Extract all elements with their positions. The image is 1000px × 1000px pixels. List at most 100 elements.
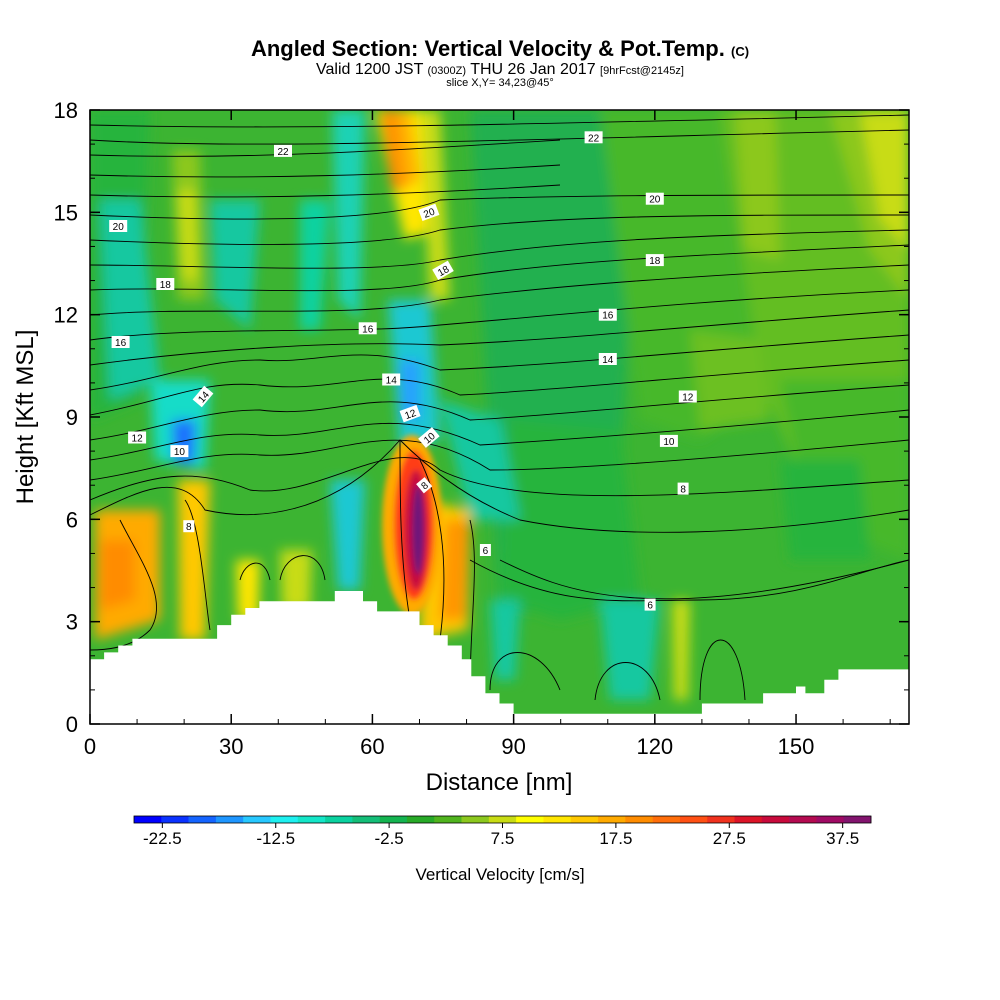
x-axis: 0 30 60 90 120 150 bbox=[84, 110, 891, 759]
contour-label-box bbox=[274, 144, 292, 157]
colorbar-swatch bbox=[789, 816, 817, 823]
contour-label-box bbox=[644, 598, 656, 611]
contour-label-text: 18 bbox=[160, 280, 172, 291]
contour-label: 20 bbox=[645, 192, 664, 206]
contour-label-box bbox=[183, 520, 195, 533]
x-tick-label: 90 bbox=[501, 734, 525, 759]
contour-label-box bbox=[678, 390, 697, 403]
contour-label-text: 18 bbox=[436, 264, 452, 279]
contour-label-box bbox=[170, 445, 189, 458]
contour-label-box bbox=[584, 131, 603, 144]
x-tick-label: 150 bbox=[778, 734, 815, 759]
contour-label: 8 bbox=[183, 520, 195, 533]
colorbar-swatch bbox=[270, 816, 299, 823]
valid-prefix: Valid 1200 JST bbox=[316, 61, 424, 78]
contour-label-text: 8 bbox=[186, 522, 192, 533]
contour-label-text: 6 bbox=[647, 601, 653, 612]
colorbar-tick-label: 27.5 bbox=[713, 829, 746, 848]
colorbar-swatch bbox=[188, 816, 217, 823]
contour-label-box bbox=[416, 477, 433, 494]
contour-label-text: 12 bbox=[682, 393, 694, 404]
y-tick-label: 9 bbox=[66, 405, 78, 430]
contour-label: 8 bbox=[677, 482, 689, 496]
contour-label: 10 bbox=[659, 434, 678, 448]
colorbar-swatch bbox=[570, 816, 599, 823]
contour-label-text: 6 bbox=[483, 546, 489, 557]
contour-label-box bbox=[358, 322, 377, 335]
y-axis-label: Height [Kft MSL] bbox=[12, 330, 39, 505]
contour-label-text: 22 bbox=[588, 133, 600, 144]
x-tick-label: 0 bbox=[84, 734, 96, 759]
contour-label: 6 bbox=[644, 598, 656, 612]
y-axis: 0 3 6 9 12 15 18 bbox=[54, 98, 909, 737]
y-tick-label: 0 bbox=[66, 712, 78, 737]
contour-label-text: 14 bbox=[386, 376, 398, 387]
contour-label: 16 bbox=[111, 336, 130, 349]
colorbar-swatch bbox=[707, 816, 735, 823]
contour-label: 20 bbox=[109, 220, 128, 233]
potential-temperature-contours bbox=[90, 114, 909, 701]
colorbar-swatch bbox=[625, 816, 653, 823]
contour-label: 8 bbox=[416, 477, 433, 494]
forecast-info: [9hrFcst@2145z] bbox=[600, 65, 684, 77]
colorbar-swatch bbox=[679, 816, 708, 823]
contour-label-text: 20 bbox=[113, 222, 125, 233]
colorbar-tick-label: 37.5 bbox=[826, 829, 859, 848]
contour-label: 12 bbox=[399, 404, 421, 423]
contour-label-text: 16 bbox=[602, 311, 614, 322]
contour-label-text: 12 bbox=[132, 434, 144, 445]
terrain-mask bbox=[90, 591, 909, 724]
contour-label: 16 bbox=[598, 308, 617, 322]
colorbar-tick-label: -2.5 bbox=[374, 829, 403, 848]
contour-label-box bbox=[128, 431, 147, 444]
colorbar-label: Vertical Velocity [cm/s] bbox=[415, 865, 584, 884]
contour-label-box bbox=[192, 385, 214, 408]
contour-label-box bbox=[156, 278, 175, 290]
colorbar-swatch bbox=[134, 816, 162, 823]
contour-label-text: 10 bbox=[174, 447, 186, 458]
colorbar-ticks: -22.5 -12.5 -2.5 7.5 17.5 27.5 37.5 bbox=[143, 823, 859, 848]
x-tick-label: 60 bbox=[360, 734, 384, 759]
contour-label: 14 bbox=[382, 373, 401, 387]
contour-label: 12 bbox=[678, 390, 697, 404]
contour-label-box bbox=[479, 544, 491, 556]
contour-label-box bbox=[109, 220, 128, 232]
contour-label: 18 bbox=[156, 278, 175, 291]
colorbar-swatch bbox=[297, 816, 326, 823]
contour-label-box bbox=[659, 434, 678, 447]
colorbar-swatch bbox=[461, 816, 490, 823]
colorbar-swatch bbox=[761, 816, 790, 823]
utc-time: (0300Z) bbox=[427, 65, 467, 77]
colorbar bbox=[133, 815, 872, 824]
contour-label: 22 bbox=[584, 131, 603, 144]
contour-label: 12 bbox=[128, 431, 147, 445]
colorbar-tick-label: 17.5 bbox=[599, 829, 632, 848]
contour-label-box bbox=[677, 482, 689, 495]
colorbar-swatch bbox=[516, 816, 544, 823]
colorbar-swatch bbox=[161, 816, 189, 823]
contour-label: 10 bbox=[170, 445, 189, 458]
colorbar-swatch bbox=[379, 816, 408, 823]
contour-label-box bbox=[382, 373, 401, 386]
chart-subtitle: Valid 1200 JST (0300Z) THU 26 Jan 2017 [… bbox=[0, 61, 1000, 79]
x-tick-label: 120 bbox=[636, 734, 673, 759]
contour-label-box bbox=[598, 353, 617, 365]
colorbar-swatch bbox=[598, 816, 626, 823]
colorbar-tick-label: -22.5 bbox=[143, 829, 182, 848]
contour-label-box bbox=[418, 427, 440, 448]
colorbar-swatch bbox=[816, 816, 845, 823]
contour-label-text: 16 bbox=[115, 338, 127, 349]
contour-label-box bbox=[645, 254, 664, 267]
contour-label-text: 8 bbox=[680, 485, 686, 496]
slice-info: slice X,Y= 34,23@45° bbox=[446, 77, 554, 89]
y-tick-label: 15 bbox=[54, 200, 78, 225]
copyright-mark: (C) bbox=[731, 44, 750, 59]
contour-label-box bbox=[598, 308, 617, 321]
x-tick-label: 30 bbox=[219, 734, 243, 759]
x-axis-label: Distance [nm] bbox=[426, 769, 573, 796]
y-tick-label: 12 bbox=[54, 303, 78, 328]
contour-label-text: 14 bbox=[602, 355, 614, 366]
contour-label-text: 10 bbox=[663, 437, 675, 448]
